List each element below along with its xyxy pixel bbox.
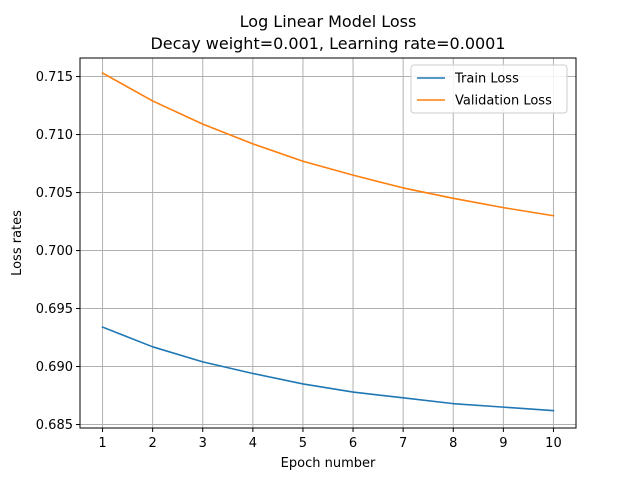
y-tick-label: 0.690 xyxy=(36,360,73,375)
x-tick-label: 9 xyxy=(499,436,507,451)
chart-subtitle: Decay weight=0.001, Learning rate=0.0001 xyxy=(150,34,505,53)
y-tick-label: 0.710 xyxy=(36,128,73,143)
y-tick-label: 0.695 xyxy=(36,302,73,317)
x-tick-label: 8 xyxy=(449,436,457,451)
x-tick-label: 5 xyxy=(299,436,307,451)
x-axis-label: Epoch number xyxy=(281,456,376,471)
x-tick-label: 3 xyxy=(199,436,207,451)
chart-title: Log Linear Model Loss xyxy=(240,12,417,31)
x-tick-label: 4 xyxy=(249,436,257,451)
x-tick-label: 10 xyxy=(545,436,562,451)
x-tick-label: 7 xyxy=(399,436,407,451)
x-tick-label: 2 xyxy=(149,436,157,451)
legend-label-validation-loss: Validation Loss xyxy=(455,94,552,109)
legend: Train Loss Validation Loss xyxy=(411,65,567,113)
y-tick-label: 0.715 xyxy=(36,70,73,85)
legend-label-train-loss: Train Loss xyxy=(454,72,519,87)
y-tick-label: 0.705 xyxy=(36,186,73,201)
y-tick-label: 0.685 xyxy=(36,418,73,433)
x-tick-label: 6 xyxy=(349,436,357,451)
y-axis-label: Loss rates xyxy=(10,210,25,276)
x-tick-label: 1 xyxy=(98,436,106,451)
y-tick-label: 0.700 xyxy=(36,244,73,259)
